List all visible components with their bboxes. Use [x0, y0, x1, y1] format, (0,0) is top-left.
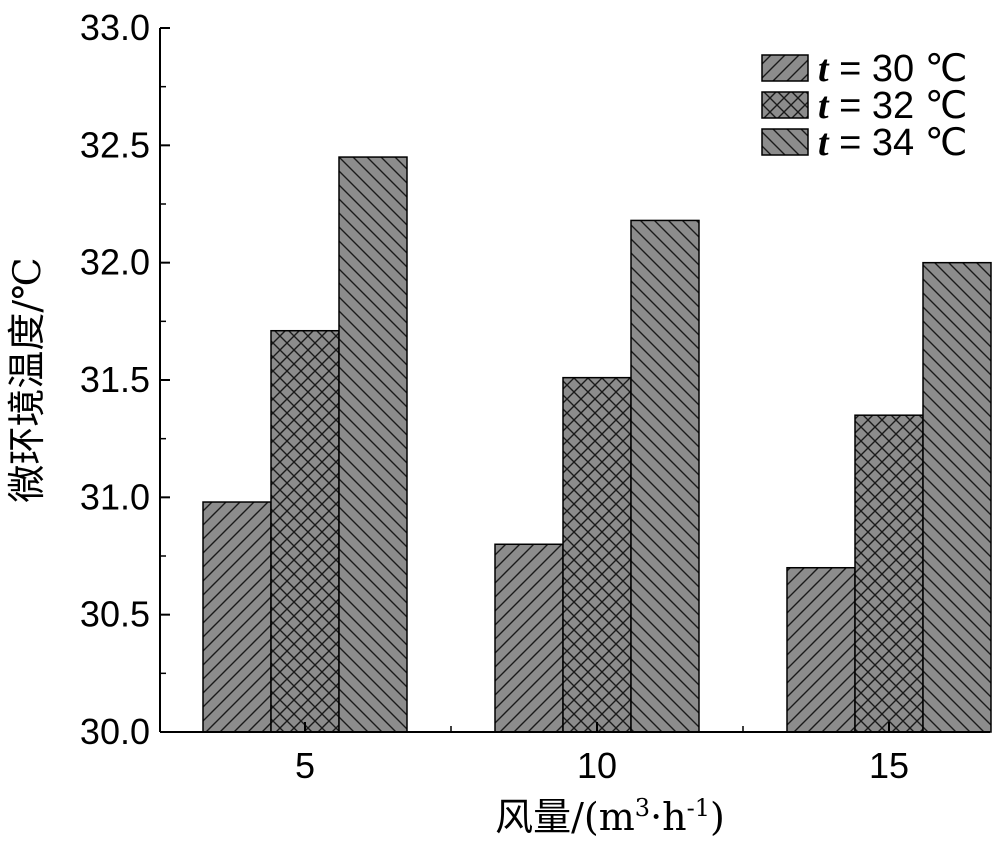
legend-variable: t	[818, 122, 830, 164]
legend-value: = 30 ℃	[829, 48, 968, 90]
bar-10-2	[562, 376, 632, 733]
legend-swatch-2	[761, 91, 809, 119]
bar-10-3	[630, 219, 700, 733]
x-axis-title-main: 风量/(m	[495, 795, 635, 839]
bar-15-1	[786, 566, 856, 733]
bar-5-3	[338, 156, 408, 733]
x-axis-title-sup1: 3	[635, 794, 650, 822]
x-axis-title-mid: ·h	[650, 795, 687, 839]
x-axis-title: 风量/(m3·h-1)	[495, 794, 725, 839]
legend-label-3: t = 34 ℃	[818, 122, 967, 164]
x-axis-title-sup2: -1	[687, 794, 710, 822]
y-tick-label: 32.0	[80, 242, 150, 283]
bar-5-1	[202, 501, 272, 733]
y-tick-label: 30.0	[80, 711, 150, 752]
x-tick-label: 15	[869, 745, 909, 786]
legend-swatch-3	[761, 128, 809, 156]
legend-swatch-1	[761, 54, 809, 82]
y-tick-label: 33.0	[80, 7, 150, 48]
y-tick-label: 31.5	[80, 359, 150, 400]
bar-10-1	[494, 543, 564, 733]
x-tick-label: 10	[577, 745, 617, 786]
legend-value: = 32 ℃	[829, 85, 968, 127]
legend-variable: t	[818, 85, 830, 127]
y-ticks-group: 30.0 30.5 31.0 31.5 32.0 32.5 33.0	[80, 7, 170, 752]
y-tick-label: 31.0	[80, 476, 150, 517]
x-ticks-group: 5 10 15	[295, 722, 909, 786]
bar-15-3	[922, 261, 992, 733]
bar-5-2	[270, 329, 340, 733]
y-axis-title: 微环境温度/℃	[5, 257, 49, 502]
legend-label-2: t = 32 ℃	[818, 85, 967, 127]
x-tick-label: 5	[295, 745, 315, 786]
y-tick-label: 30.5	[80, 594, 150, 635]
legend-value: = 34 ℃	[829, 122, 968, 164]
y-tick-label: 32.5	[80, 124, 150, 165]
bar-15-2	[854, 414, 924, 733]
legend: t = 30 ℃t = 32 ℃t = 34 ℃	[761, 48, 967, 164]
bars-group	[202, 156, 992, 733]
legend-variable: t	[818, 48, 830, 90]
x-axis-title-end: )	[710, 795, 725, 839]
legend-label-1: t = 30 ℃	[818, 48, 967, 90]
